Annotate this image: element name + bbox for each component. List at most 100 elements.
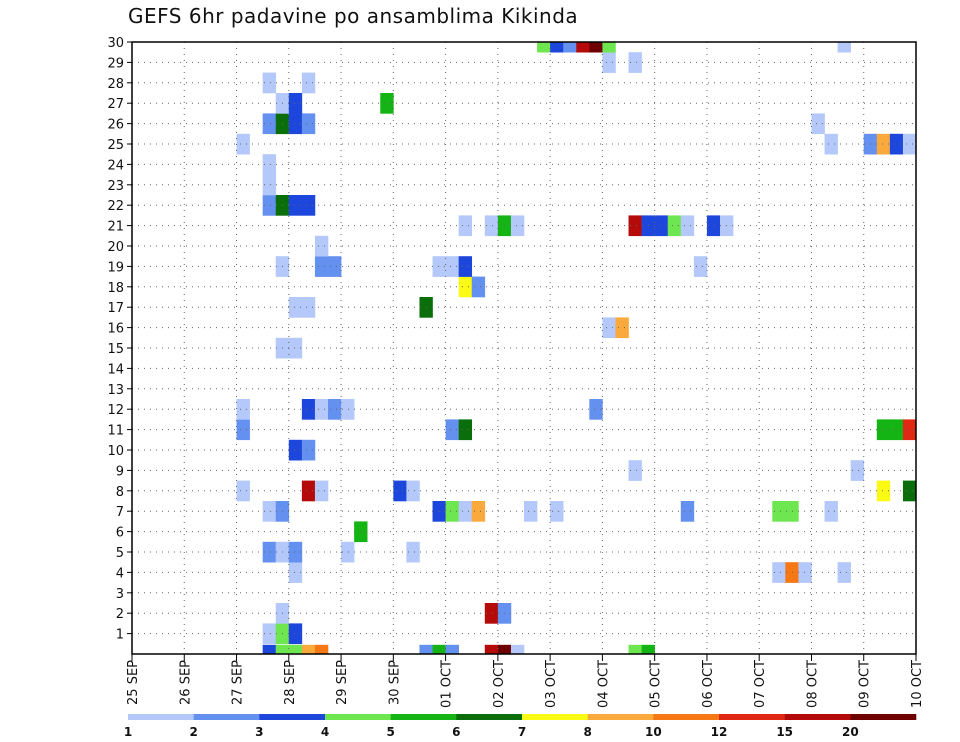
x-tick-label: 26 SEP bbox=[178, 660, 193, 705]
heatmap-cell bbox=[236, 419, 250, 441]
legend-swatch bbox=[193, 714, 260, 720]
heatmap-cell bbox=[471, 501, 486, 522]
heatmap-cell bbox=[798, 562, 812, 583]
heatmap-cell bbox=[876, 419, 891, 441]
heatmap-cell bbox=[262, 644, 277, 655]
heatmap-cell bbox=[301, 644, 316, 655]
heatmap-cell bbox=[288, 562, 303, 583]
heatmap-cell bbox=[288, 644, 303, 655]
heatmap-cell bbox=[484, 215, 499, 237]
legend-label: 1 bbox=[124, 725, 132, 739]
heatmap-cell bbox=[628, 215, 642, 237]
heatmap-cell bbox=[288, 195, 303, 216]
heatmap-cell bbox=[419, 644, 433, 655]
heatmap-cell bbox=[837, 562, 851, 583]
x-tick-label: 25 SEP bbox=[126, 660, 141, 705]
x-tick-label: 30 SEP bbox=[387, 660, 402, 705]
grid-lines bbox=[132, 42, 916, 654]
heatmap-cell bbox=[589, 399, 603, 420]
heatmap-cell bbox=[889, 419, 904, 441]
heatmap-cell bbox=[693, 256, 708, 277]
legend-label: 3 bbox=[255, 725, 263, 739]
heatmap-cell bbox=[497, 644, 512, 655]
x-tick-label: 05 OCT bbox=[649, 660, 664, 708]
heatmap-cell bbox=[550, 42, 564, 53]
legend-swatch bbox=[784, 714, 851, 720]
x-tick-label: 01 OCT bbox=[440, 660, 455, 708]
heatmap-cell bbox=[537, 42, 551, 53]
heatmap-cell bbox=[288, 541, 303, 563]
heatmap-cell bbox=[328, 256, 342, 277]
y-tick-label: 3 bbox=[116, 587, 124, 602]
legend-label: 20 bbox=[842, 725, 859, 739]
heatmap-cell bbox=[288, 113, 303, 135]
heatmap-cell bbox=[288, 297, 303, 318]
heatmap-cell bbox=[889, 133, 904, 155]
heatmap-cell bbox=[458, 256, 473, 277]
legend-label: 6 bbox=[452, 725, 460, 739]
heatmap-cell bbox=[301, 72, 316, 94]
y-tick-label: 21 bbox=[107, 220, 124, 235]
heatmap-cell bbox=[837, 42, 851, 53]
heatmap-cell bbox=[902, 133, 917, 155]
x-tick-label: 03 OCT bbox=[544, 660, 559, 708]
x-tick-label: 02 OCT bbox=[492, 660, 507, 708]
heatmap-cell bbox=[288, 623, 303, 645]
heatmap-cell bbox=[288, 439, 303, 461]
heatmap-cell bbox=[314, 480, 329, 502]
heatmap-cell bbox=[275, 644, 290, 655]
heatmap-cell bbox=[314, 256, 329, 277]
heatmap-cell bbox=[628, 52, 642, 73]
heatmap-cell bbox=[341, 399, 355, 420]
heatmap-cell bbox=[341, 541, 355, 563]
heatmap-cell bbox=[589, 42, 603, 53]
heatmap-cell bbox=[550, 501, 564, 522]
heatmap-cell bbox=[484, 644, 499, 655]
legend-swatch bbox=[456, 714, 523, 720]
heatmap-cell bbox=[510, 215, 525, 237]
heatmap-cell bbox=[628, 644, 642, 655]
y-tick-label: 26 bbox=[107, 118, 124, 133]
heatmap-cell bbox=[876, 480, 891, 502]
heatmap-cell bbox=[314, 644, 329, 655]
heatmap-cell bbox=[576, 42, 590, 53]
heatmap-cell bbox=[445, 644, 459, 655]
y-tick-label: 6 bbox=[116, 526, 124, 541]
heatmap-cell bbox=[811, 113, 825, 135]
legend-swatch bbox=[850, 714, 917, 720]
y-tick-label: 15 bbox=[107, 342, 124, 357]
y-tick-label: 12 bbox=[107, 403, 124, 418]
heatmap-cell bbox=[262, 174, 277, 196]
heatmap-cell bbox=[602, 317, 616, 339]
heatmap-cell bbox=[288, 93, 303, 114]
y-tick-label: 11 bbox=[107, 424, 124, 439]
y-tick-label: 2 bbox=[116, 607, 124, 622]
x-tick-label: 10 OCT bbox=[910, 660, 925, 708]
heatmap-cell bbox=[602, 42, 616, 53]
heatmap-cell bbox=[772, 501, 786, 522]
x-tick-label: 07 OCT bbox=[753, 660, 768, 708]
legend-swatch bbox=[128, 714, 194, 720]
heatmap-cell bbox=[667, 215, 682, 237]
legend-swatch bbox=[653, 714, 720, 720]
legend-label: 10 bbox=[645, 725, 662, 739]
heatmap-cell bbox=[680, 501, 695, 522]
heatmap-cell bbox=[236, 399, 250, 420]
heatmap-cell bbox=[458, 501, 473, 522]
heatmap-cell bbox=[510, 644, 525, 655]
y-tick-label: 22 bbox=[107, 199, 124, 214]
y-tick-label: 24 bbox=[107, 158, 124, 173]
heatmap-cell bbox=[262, 501, 277, 522]
legend-swatch bbox=[587, 714, 654, 720]
heatmap-cell bbox=[641, 644, 655, 655]
heatmap-cell bbox=[628, 460, 642, 481]
heatmap-cell bbox=[432, 644, 446, 655]
legend-swatch bbox=[390, 714, 457, 720]
heatmap-cell bbox=[288, 337, 303, 359]
heatmap-cell bbox=[484, 603, 499, 624]
heatmap-cell bbox=[406, 480, 420, 502]
x-tick-label: 06 OCT bbox=[701, 660, 716, 708]
heatmap-cell bbox=[824, 501, 838, 522]
y-tick-label: 30 bbox=[107, 36, 124, 51]
